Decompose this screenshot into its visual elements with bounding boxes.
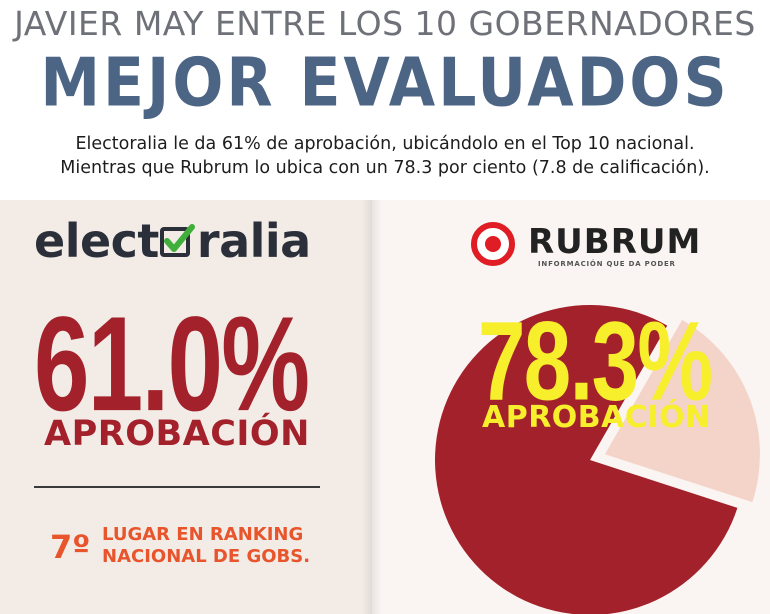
rank-text: LUGAR EN RANKING NACIONAL DE GOBS. [102, 524, 310, 568]
rank-line-2: NACIONAL DE GOBS. [102, 546, 311, 567]
electoralia-logo: elect ralia [34, 214, 311, 270]
rank-number: 7º [50, 528, 91, 566]
electoralia-percentage: 61.0% [34, 288, 310, 440]
title-main: MEJOR EVALUADOS [40, 44, 730, 123]
rubrum-approval-label: APROBACIÓN [482, 400, 711, 435]
subtitle-line-2: Mientras que Rubrum lo ubica con un 78.3… [60, 158, 710, 178]
rubrum-logo-tagline: INFORMACIÓN QUE DA PODER [538, 260, 676, 268]
pie-slice-approval [435, 305, 738, 614]
electoralia-panel [0, 200, 372, 614]
divider-line [34, 486, 320, 488]
subtitle-line-1: Electoralia le da 61% de aprobación, ubi… [75, 134, 695, 154]
check-box-icon [159, 223, 196, 259]
rubrum-percentage: 78.3% [478, 299, 713, 425]
pie-slice-remainder [604, 319, 760, 503]
subtitle: Electoralia le da 61% de aprobación, ubi… [0, 132, 770, 180]
header: JAVIER MAY ENTRE LOS 10 GOBERNADORES MEJ… [0, 0, 770, 200]
title-top: JAVIER MAY ENTRE LOS 10 GOBERNADORES [14, 4, 756, 43]
rank-line-1: LUGAR EN RANKING [102, 524, 304, 545]
electoralia-logo-pre: elect [34, 214, 159, 268]
rubrum-logo: RUBRUM INFORMACIÓN QUE DA PODER [466, 218, 716, 270]
panel-divider [362, 200, 382, 614]
electoralia-approval-label: APROBACIÓN [44, 414, 310, 454]
rubrum-logo-word: RUBRUM [528, 222, 702, 262]
target-circle-icon [471, 222, 515, 266]
electoralia-logo-post: ralia [196, 214, 311, 268]
